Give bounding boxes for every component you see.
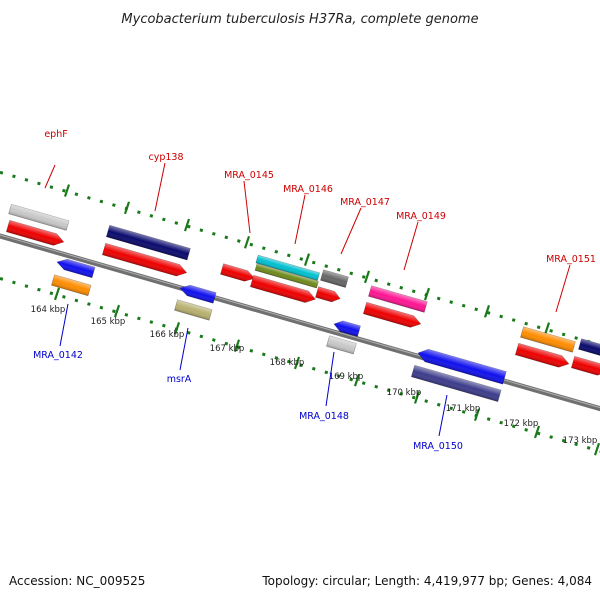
gene-features [5, 203, 600, 403]
mra-0150-purple-feature[interactable] [410, 364, 502, 403]
cyp138-feature[interactable] [101, 242, 188, 278]
gene-label-cyp138[interactable]: cyp138 [148, 152, 183, 163]
gene-label-mra-0150[interactable]: MRA_0150 [413, 441, 463, 452]
scale-tick [413, 391, 421, 404]
mra-0142-feature[interactable] [55, 257, 96, 279]
outer-tick [63, 184, 71, 197]
mra-0149-feature[interactable] [362, 301, 422, 330]
outer-major-ticks [63, 184, 551, 335]
edge-red-feature[interactable] [570, 355, 600, 377]
accession-text: Accession: NC_009525 [9, 574, 145, 588]
gene-label-mra-0145[interactable]: MRA_0145 [224, 170, 274, 181]
leader-msra [179, 327, 189, 371]
labels-below: MRA_0142 msrA MRA_0148 MRA_0150 [33, 303, 463, 452]
leader-mra-0147 [340, 207, 362, 255]
cyp138-upper-feature[interactable] [105, 224, 191, 261]
gene-label-mra-0151[interactable]: MRA_0151 [546, 254, 596, 265]
gene-label-ephF[interactable]: ephF [44, 129, 67, 140]
scale-tick-label: 165 kbp [91, 317, 126, 327]
mra-0150-feature[interactable] [416, 347, 507, 385]
leader-cyp138 [154, 162, 166, 212]
outer-tick [183, 218, 191, 232]
genome-backbone [0, 230, 600, 421]
scale-tick [293, 356, 301, 370]
mra-0142-orange-feature[interactable] [51, 274, 92, 297]
mra-0151-orange-feature[interactable] [520, 326, 576, 353]
gene-label-mra-0146[interactable]: MRA_0146 [283, 184, 333, 195]
inner-tick-ring [0, 277, 600, 460]
scale-tick-label: 166 kbp [150, 330, 185, 340]
mra-0148-feature[interactable] [332, 319, 361, 337]
mra-0146-olive-feature[interactable] [254, 263, 319, 289]
msra-feature[interactable] [178, 283, 217, 304]
scale-ticks: 164 kbp 165 kbp 166 kbp 167 kbp 168 kbp 169 k… [31, 287, 600, 456]
gene-label-mra-0142[interactable]: MRA_0142 [33, 350, 83, 361]
edge-navy-feature[interactable] [578, 338, 600, 358]
leader-mra-0151 [555, 264, 571, 313]
mra-0146-feature[interactable] [249, 274, 317, 305]
scale-tick [173, 322, 181, 335]
scale-tick [233, 339, 241, 353]
scale-tick-label: 173 kbp [563, 436, 598, 446]
scale-tick [53, 287, 61, 301]
leader-mra-0146 [294, 194, 306, 245]
gene-label-mra-0148[interactable]: MRA_0148 [299, 411, 349, 422]
scale-tick-label: 168 kbp [270, 358, 305, 368]
outer-tick [123, 201, 131, 215]
scale-tick [593, 442, 600, 456]
map-title: Mycobacterium tuberculosis H37Ra, comple… [121, 12, 478, 27]
gene-label-mra-0147[interactable]: MRA_0147 [340, 197, 390, 208]
labels-above: ephF cyp138 MRA_0145 MRA_0146 MRA_0147 M… [44, 129, 596, 313]
gene-label-msra[interactable]: msrA [167, 374, 192, 385]
mra-0147-feature[interactable] [315, 286, 341, 304]
scale-tick-label: 172 kbp [504, 419, 539, 429]
outer-tick [243, 235, 251, 249]
scale-tick-label: 169 kbp [329, 372, 364, 382]
scale-tick-label: 171 kbp [446, 404, 481, 414]
outer-tick [303, 253, 311, 266]
outer-tick [363, 270, 371, 284]
outer-tick [483, 305, 491, 318]
outer-tick-ring [0, 170, 600, 354]
leader-mra-0148 [325, 351, 335, 407]
scale-tick-label: 167 kbp [210, 344, 245, 354]
leader-ephF [44, 164, 56, 189]
gene-label-mra-0149[interactable]: MRA_0149 [396, 211, 446, 222]
outer-tick [543, 322, 551, 335]
scale-tick-label: 170 kbp [387, 388, 422, 398]
scale-tick [533, 425, 541, 439]
leader-mra-0142 [59, 303, 69, 347]
scale-tick-label: 164 kbp [31, 305, 66, 315]
leader-mra-0149 [403, 221, 419, 271]
mra-0146-cyan-feature[interactable] [255, 254, 320, 281]
scale-tick [113, 304, 121, 318]
leader-mra-0145 [243, 180, 251, 234]
mra-0148-gray-feature[interactable] [326, 335, 357, 355]
scale-tick [473, 408, 481, 422]
scale-tick [353, 373, 361, 387]
ephF-upper-feature[interactable] [8, 203, 70, 231]
outer-tick [423, 287, 431, 301]
mra-0149-pink-feature[interactable] [368, 285, 428, 313]
mra-0145-feature[interactable] [220, 263, 256, 284]
msra-tan-feature[interactable] [174, 299, 213, 321]
mra-0151-feature[interactable] [514, 342, 570, 369]
ephF-feature[interactable] [5, 219, 65, 248]
mra-0147-gray-feature[interactable] [320, 269, 349, 288]
leader-mra-0150 [438, 394, 448, 437]
genome-summary-text: Topology: circular; Length: 4,419,977 bp… [261, 574, 592, 588]
